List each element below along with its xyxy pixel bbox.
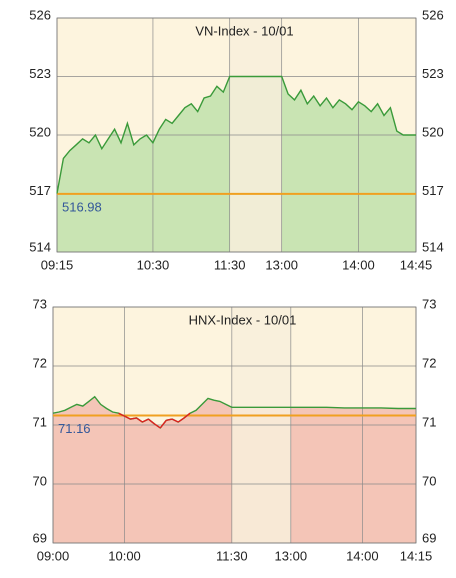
y-tick-label-right: 69 <box>422 530 436 545</box>
y-tick-label: 69 <box>33 530 47 545</box>
plot-border <box>52 306 417 544</box>
y-tick-label: 526 <box>29 7 51 22</box>
down-segment <box>159 419 167 429</box>
x-tick-label: 11:30 <box>216 548 248 563</box>
x-tick-label: 09:15 <box>41 257 74 272</box>
y-tick-label: 70 <box>33 473 47 488</box>
y-tick-label: 520 <box>29 124 51 139</box>
line <box>56 75 416 194</box>
x-tick-label: 11:30 <box>214 257 246 272</box>
y-tick-label-right: 517 <box>422 183 444 198</box>
reference-label: 516.98 <box>62 199 102 214</box>
x-tick-label: 13:00 <box>265 257 298 272</box>
y-tick-label-right: 71 <box>422 414 436 429</box>
down-segment <box>142 418 149 423</box>
y-tick-label-right: 520 <box>422 124 444 139</box>
down-segment <box>147 418 155 425</box>
x-tick-label: 14:00 <box>342 257 375 272</box>
down-segment <box>130 417 137 420</box>
down-segment <box>153 423 161 429</box>
x-tick-label: 13:00 <box>275 548 308 563</box>
y-tick-label: 517 <box>29 183 51 198</box>
down-segment <box>177 417 185 423</box>
chart-title: HNX-Index - 10/01 <box>189 312 297 327</box>
y-tick-label: 523 <box>29 66 51 81</box>
y-tick-label-right: 523 <box>422 66 444 81</box>
y-tick-label: 73 <box>33 296 47 311</box>
y-tick-label-right: 514 <box>422 239 444 254</box>
y-tick-label: 71 <box>33 414 47 429</box>
chart-title: VN-Index - 10/01 <box>195 23 293 38</box>
down-segment <box>136 417 143 423</box>
x-tick-label: 10:00 <box>108 548 141 563</box>
y-tick-label: 514 <box>29 239 51 254</box>
down-segment <box>183 412 191 419</box>
x-tick-label: 14:00 <box>346 548 379 563</box>
x-tick-label: 14:45 <box>400 257 433 272</box>
down-segment <box>166 418 173 421</box>
y-tick-label-right: 72 <box>422 355 436 370</box>
reference-label: 71.16 <box>58 421 91 436</box>
y-tick-label-right: 70 <box>422 473 436 488</box>
y-tick-label: 72 <box>33 355 47 370</box>
down-segment <box>124 415 131 420</box>
x-tick-label: 10:30 <box>137 257 170 272</box>
down-segment <box>118 412 125 417</box>
down-segment <box>171 418 179 423</box>
y-tick-label-right: 526 <box>422 7 444 22</box>
y-tick-label-right: 73 <box>422 296 436 311</box>
x-tick-label: 09:00 <box>37 548 70 563</box>
x-tick-label: 14:15 <box>400 548 433 563</box>
